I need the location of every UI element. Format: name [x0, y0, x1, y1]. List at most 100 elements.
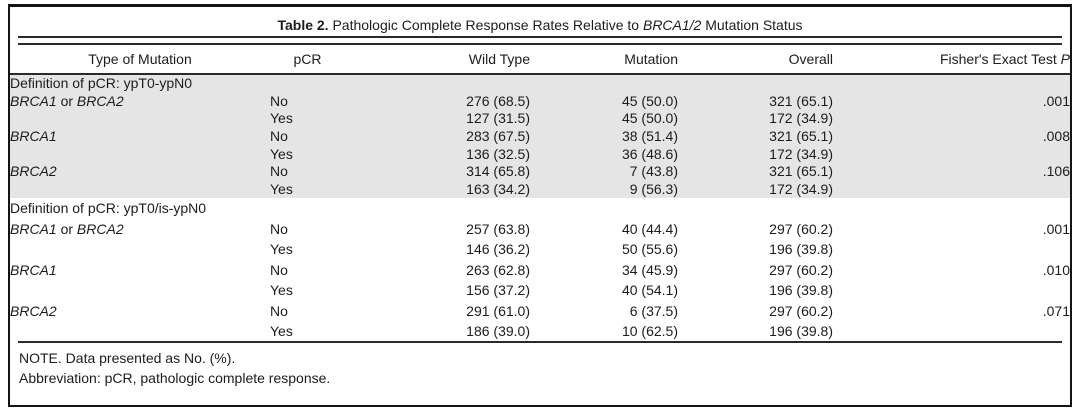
p-value-cell: .071 [1042, 302, 1070, 319]
table-row: Yes 136 (32.5) 36 (48.6) 172 (34.9) [10, 144, 1070, 163]
gene-name: BRCA1 [10, 220, 57, 237]
pcr-cell: Yes [270, 145, 293, 162]
mutation-cell: 9 (56.3) [629, 180, 678, 197]
table-title: Table 2. Pathologic Complete Response Ra… [10, 7, 1070, 34]
mutation-cell: 7 (43.8) [629, 163, 678, 180]
section-ypt0-is-ypn0: Definition of pCR: ypT0/is-ypN0 BRCA1 or… [10, 197, 1070, 342]
gene-name: BRCA1 [10, 261, 57, 278]
row-label: BRCA2 [10, 162, 270, 180]
p-value-cell: .010 [1042, 261, 1070, 278]
pcr-cell: Yes [270, 180, 293, 197]
wild-type-cell: 314 (65.8) [466, 163, 530, 180]
p-value-cell: .008 [1042, 127, 1070, 144]
column-header-row: Type of Mutation pCR Wild Type Mutation … [10, 45, 1070, 75]
table-title-gene: BRCA1/2 [642, 17, 702, 33]
table-row: BRCA1 No 283 (67.5) 38 (51.4) 321 (65.1)… [10, 127, 1070, 145]
section-ypt0-ypn0: Definition of pCR: ypT0-ypN0 BRCA1 or BR… [10, 74, 1070, 198]
table-row: BRCA1 No 263 (62.8) 34 (45.9) 297 (60.2)… [10, 259, 1070, 280]
table-row: BRCA1 or BRCA2 No 276 (68.5) 45 (50.0) 3… [10, 91, 1070, 110]
p-value-cell [833, 321, 1070, 342]
table-row: BRCA2 No 314 (65.8) 7 (43.8) 321 (65.1) … [10, 162, 1070, 181]
wild-type-cell: 276 (68.5) [466, 92, 530, 109]
section-header-row: Definition of pCR: ypT0-ypN0 [10, 74, 1070, 92]
table-row: BRCA2 No 291 (61.0) 6 (37.5) 297 (60.2) … [10, 300, 1070, 321]
pcr-cell: Yes [270, 282, 293, 299]
pcr-cell: Yes [270, 110, 293, 127]
pcr-cell: No [270, 163, 288, 180]
table-frame: Table 2. Pathologic Complete Response Ra… [8, 4, 1072, 407]
mutation-cell: 45 (50.0) [621, 92, 678, 109]
gene-name: BRCA1 [10, 92, 57, 109]
overall-cell: 196 (39.8) [769, 241, 833, 258]
section-header-row: Definition of pCR: ypT0/is-ypN0 [10, 197, 1070, 219]
row-label [10, 109, 270, 127]
table-row: BRCA1 or BRCA2 No 257 (63.8) 40 (44.4) 2… [10, 218, 1070, 239]
row-label: BRCA1 or BRCA2 [10, 218, 270, 239]
row-label [10, 280, 270, 301]
wild-type-cell: 136 (32.5) [466, 145, 530, 162]
note-line: NOTE. Data presented as No. (%). [19, 350, 236, 367]
overall-cell: 172 (34.9) [769, 145, 833, 162]
col-header-overall: Overall [678, 45, 833, 75]
table-row: Yes 163 (34.2) 9 (56.3) 172 (34.9) [10, 180, 1070, 198]
col-header-pcr: pCR [270, 45, 345, 75]
wild-type-cell: 156 (37.2) [466, 282, 530, 299]
pcr-cell: Yes [270, 241, 293, 258]
p-value-cell [833, 180, 1070, 198]
mutation-cell: 34 (45.9) [621, 261, 678, 278]
table-title-post: Mutation Status [701, 17, 803, 33]
mutation-cell: 40 (44.4) [621, 220, 678, 237]
fisher-label: Fisher's Exact Test [939, 51, 1061, 67]
overall-cell: 297 (60.2) [769, 261, 833, 278]
gene-name: BRCA1 [10, 127, 57, 144]
gene-name: BRCA2 [10, 163, 57, 180]
overall-cell: 321 (65.1) [769, 92, 833, 109]
mutation-cell: 36 (48.6) [621, 145, 678, 162]
mutation-cell: 38 (51.4) [621, 127, 678, 144]
row-label [10, 145, 270, 163]
table-title-pre: Pathologic Complete Response Rates Relat… [328, 17, 643, 33]
row-label [10, 239, 270, 260]
row-label: BRCA1 [10, 259, 270, 280]
pcr-cell: No [270, 261, 288, 278]
table-row: Yes 127 (31.5) 45 (50.0) 172 (34.9) [10, 109, 1070, 128]
overall-cell: 297 (60.2) [769, 302, 833, 319]
wild-type-cell: 146 (36.2) [466, 241, 530, 258]
overall-cell: 321 (65.1) [769, 127, 833, 144]
overall-cell: 196 (39.8) [769, 323, 833, 340]
wild-type-cell: 263 (62.8) [466, 261, 530, 278]
row-label: BRCA2 [10, 300, 270, 321]
wild-type-cell: 163 (34.2) [466, 180, 530, 197]
overall-cell: 321 (65.1) [769, 163, 833, 180]
row-label [10, 321, 270, 342]
pcr-cell: No [270, 302, 288, 319]
gene-name: BRCA2 [76, 92, 124, 109]
table-bottom-rule [18, 341, 1062, 344]
table-title-label: Table 2. [277, 17, 329, 33]
pcr-cell: No [270, 92, 288, 109]
mutation-cell: 40 (54.1) [621, 282, 678, 299]
pcr-cell: No [270, 220, 288, 237]
abbreviation-line: Abbreviation: pCR, pathologic complete r… [19, 369, 331, 386]
mutation-cell: 6 (37.5) [629, 302, 678, 319]
gene-name: BRCA2 [10, 302, 57, 319]
col-header-fisher-p: Fisher's Exact Test P [833, 45, 1070, 75]
gene-conjunction: or [56, 92, 77, 109]
p-value-cell [833, 280, 1070, 301]
p-value-cell [833, 239, 1070, 260]
p-value-cell [833, 145, 1070, 163]
table-row: Yes 186 (39.0) 10 (62.5) 196 (39.8) [10, 320, 1070, 342]
table-row: Yes 156 (37.2) 40 (54.1) 196 (39.8) [10, 279, 1070, 301]
row-label: BRCA1 or BRCA2 [10, 92, 270, 110]
p-value-cell: .106 [1042, 163, 1070, 180]
p-value-cell: .001 [1042, 92, 1070, 109]
gene-conjunction: or [56, 220, 77, 237]
row-label [10, 180, 270, 198]
mutation-cell: 10 (62.5) [621, 323, 678, 340]
section-header: Definition of pCR: ypT0-ypN0 [10, 75, 193, 92]
section-header: Definition of pCR: ypT0/is-ypN0 [10, 200, 207, 217]
title-double-rule [18, 36, 1062, 45]
row-label: BRCA1 [10, 127, 270, 145]
overall-cell: 196 (39.8) [769, 282, 833, 299]
overall-cell: 172 (34.9) [769, 110, 833, 127]
